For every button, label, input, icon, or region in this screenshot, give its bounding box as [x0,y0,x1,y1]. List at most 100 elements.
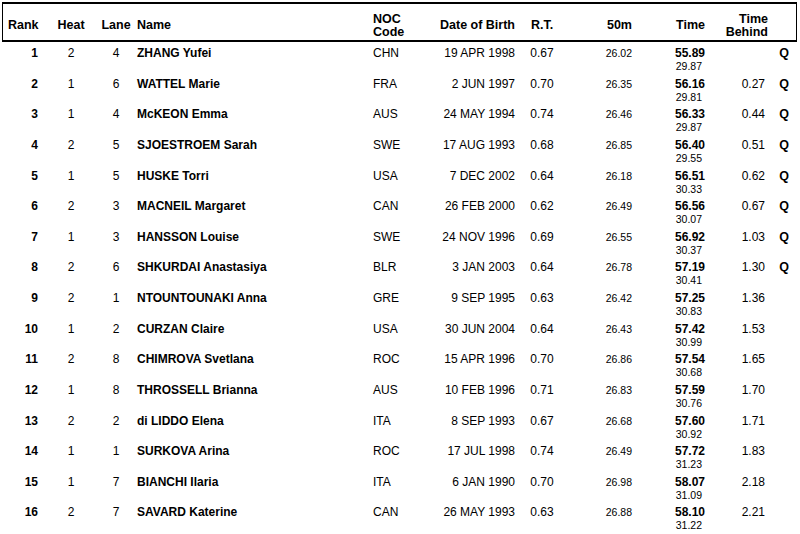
final-time-cell: 56.33 [635,108,708,121]
qualified-badge: Q [768,78,800,91]
noc-code-cell: CHN [368,47,428,60]
lane-cell: 5 [100,170,132,183]
50m-split-cell: 26.78 [566,261,635,274]
date-of-birth-cell: 24 MAY 1994 [428,108,518,121]
row-main-line: 13 2 2 di LIDDO Elena ITA 8 SEP 1993 0.6… [0,412,800,428]
rank-cell: 7 [0,231,42,244]
row-main-line: 15 1 7 BIANCHI Ilaria ITA 6 JAN 1990 0.7… [0,473,800,489]
table-row: 12 1 8 THROSSELL Brianna AUS 10 FEB 1996… [0,381,800,412]
heat-cell: 2 [42,261,100,274]
rank-cell: 5 [0,170,42,183]
lane-cell: 4 [100,108,132,121]
rank-cell: 9 [0,292,42,305]
column-header-name: Name [132,19,368,32]
final-time-cell: 58.10 [635,506,708,519]
athlete-name-cell: CURZAN Claire [132,323,368,336]
date-of-birth-cell: 17 AUG 1993 [428,139,518,152]
time-behind-cell: 0.27 [708,78,768,91]
50m-split-cell: 26.98 [566,476,635,489]
table-row: 2 1 6 WATTEL Marie FRA 2 JUN 1997 0.70 2… [0,75,800,106]
table-row: 1 2 4 ZHANG Yufei CHN 19 APR 1998 0.67 2… [0,44,800,75]
lane-cell: 5 [100,139,132,152]
50m-split-cell: 26.42 [566,292,635,305]
date-of-birth-cell: 26 FEB 2000 [428,200,518,213]
column-header-date-of-birth: Date of Birth [428,19,518,32]
time-behind-cell: 1.70 [708,384,768,397]
second-50m-split: 30.99 [0,336,708,348]
rank-cell: 6 [0,200,42,213]
lane-cell: 7 [100,506,132,519]
rank-cell: 8 [0,261,42,274]
reaction-time-cell: 0.74 [518,445,566,458]
final-time-cell: 57.60 [635,415,708,428]
date-of-birth-cell: 15 APR 1996 [428,353,518,366]
heat-cell: 1 [42,78,100,91]
date-of-birth-cell: 26 MAY 1993 [428,506,518,519]
column-header-50m-split: 50m [566,19,635,32]
noc-code-cell: ITA [368,415,428,428]
rank-cell: 2 [0,78,42,91]
time-behind-cell: 1.71 [708,415,768,428]
table-row: 10 1 2 CURZAN Claire USA 30 JUN 2004 0.6… [0,320,800,351]
athlete-name-cell: HANSSON Louise [132,231,368,244]
athlete-name-cell: WATTEL Marie [132,78,368,91]
final-time-cell: 56.56 [635,200,708,213]
column-header-noc-code: NOC Code [368,13,428,39]
reaction-time-cell: 0.71 [518,384,566,397]
table-row: 7 1 3 HANSSON Louise SWE 24 NOV 1996 0.6… [0,228,800,259]
date-of-birth-cell: 3 JAN 2003 [428,261,518,274]
time-behind-cell: 0.62 [708,170,768,183]
column-header-time: Time [635,19,708,32]
final-time-cell: 55.89 [635,47,708,60]
table-row: 16 2 7 SAVARD Katerine CAN 26 MAY 1993 0… [0,503,800,534]
lane-cell: 4 [100,47,132,60]
noc-code-cell: SWE [368,231,428,244]
column-header-heat: Heat [42,19,100,32]
heat-cell: 1 [42,445,100,458]
lane-cell: 1 [100,445,132,458]
row-main-line: 16 2 7 SAVARD Katerine CAN 26 MAY 1993 0… [0,503,800,519]
noc-code-cell: BLR [368,261,428,274]
time-behind-cell: 0.51 [708,139,768,152]
row-main-line: 7 1 3 HANSSON Louise SWE 24 NOV 1996 0.6… [0,228,800,244]
lane-cell: 6 [100,261,132,274]
time-behind-cell: 1.03 [708,231,768,244]
lane-cell: 3 [100,200,132,213]
row-main-line: 1 2 4 ZHANG Yufei CHN 19 APR 1998 0.67 2… [0,44,800,60]
second-50m-split: 30.83 [0,305,708,317]
lane-cell: 8 [100,384,132,397]
table-row: 4 2 5 SJOESTROEM Sarah SWE 17 AUG 1993 0… [0,136,800,167]
final-time-cell: 56.16 [635,78,708,91]
50m-split-cell: 26.46 [566,108,635,121]
heat-cell: 1 [42,231,100,244]
50m-split-cell: 26.43 [566,323,635,336]
table-row: 14 1 1 SURKOVA Arina ROC 17 JUL 1998 0.7… [0,442,800,473]
second-50m-split: 29.87 [0,60,708,72]
reaction-time-cell: 0.63 [518,506,566,519]
rank-cell: 4 [0,139,42,152]
athlete-name-cell: ZHANG Yufei [132,47,368,60]
results-body: 1 2 4 ZHANG Yufei CHN 19 APR 1998 0.67 2… [0,44,800,534]
second-50m-split: 30.68 [0,366,708,378]
noc-code-cell: SWE [368,139,428,152]
second-50m-split: 31.09 [0,489,708,501]
50m-split-cell: 26.68 [566,415,635,428]
athlete-name-cell: BIANCHI Ilaria [132,476,368,489]
results-table-page: Rank Heat Lane Name NOC Code Date of Bir… [0,0,800,534]
row-main-line: 3 1 4 McKEON Emma AUS 24 MAY 1994 0.74 2… [0,105,800,121]
date-of-birth-cell: 30 JUN 2004 [428,323,518,336]
table-row: 11 2 8 CHIMROVA Svetlana ROC 15 APR 1996… [0,350,800,381]
qualified-badge: Q [768,200,800,213]
rank-cell: 10 [0,323,42,336]
reaction-time-cell: 0.68 [518,139,566,152]
heat-cell: 2 [42,415,100,428]
date-of-birth-cell: 7 DEC 2002 [428,170,518,183]
final-time-cell: 56.92 [635,231,708,244]
final-time-cell: 58.07 [635,476,708,489]
time-behind-cell: 1.65 [708,353,768,366]
table-row: 5 1 5 HUSKE Torri USA 7 DEC 2002 0.64 26… [0,167,800,198]
qualified-badge: Q [768,231,800,244]
row-main-line: 2 1 6 WATTEL Marie FRA 2 JUN 1997 0.70 2… [0,75,800,91]
reaction-time-cell: 0.70 [518,78,566,91]
table-row: 15 1 7 BIANCHI Ilaria ITA 6 JAN 1990 0.7… [0,473,800,504]
